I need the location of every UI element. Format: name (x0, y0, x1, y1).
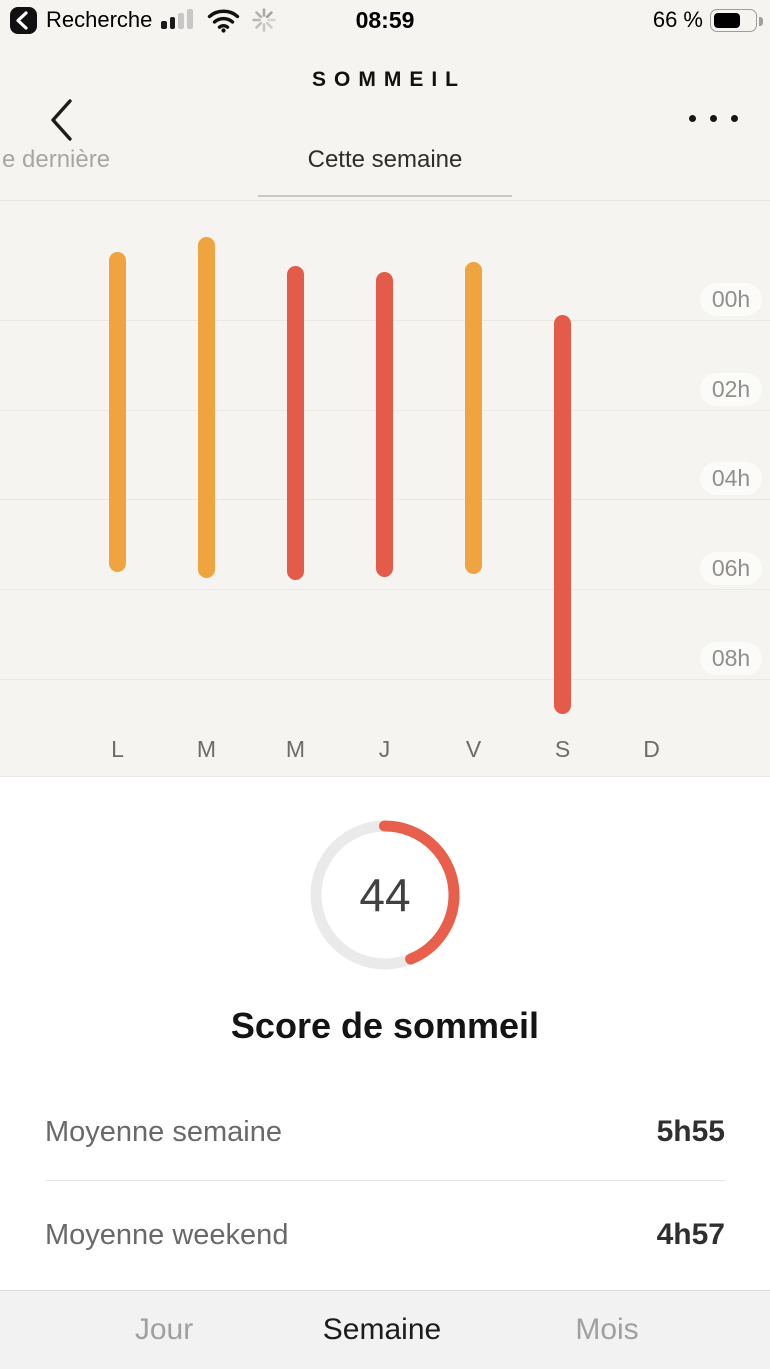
stat-row-weekend-average: Moyenne weekend 4h57 (45, 1207, 725, 1263)
tab-last-week-partial[interactable]: e dernière (2, 146, 111, 173)
sleep-bar-j-3[interactable] (376, 272, 393, 577)
back-to-app-chevron-icon (16, 11, 28, 30)
y-axis-tick-label: 00h (700, 283, 762, 316)
x-axis-day-label: M (196, 736, 217, 762)
wifi-icon (207, 9, 240, 33)
sleep-score-gauge: 44 (305, 815, 465, 975)
signal-bar (187, 9, 193, 29)
more-options-button[interactable] (678, 92, 748, 144)
y-axis-tick-label: 04h (700, 462, 762, 495)
x-axis-day-label: L (111, 736, 124, 762)
chart-gridline (0, 679, 770, 680)
signal-bar (161, 21, 167, 29)
chart-gridline (0, 589, 770, 590)
y-axis-tick-label: 08h (700, 642, 762, 675)
x-axis-day-label: S (554, 736, 571, 762)
y-axis-tick-label: 02h (700, 373, 762, 406)
sleep-score-value: 44 (359, 869, 411, 921)
sleep-week-chart: 00h 02h 04h 06h 08h L M M J V S D (0, 237, 770, 762)
back-to-app-badge[interactable] (10, 7, 37, 34)
network-activity-spinner-icon (252, 8, 276, 32)
x-axis-day-label: M (285, 736, 306, 762)
battery-fill (713, 12, 740, 28)
bottom-tab-semaine[interactable]: Semaine (322, 1313, 442, 1346)
header: SOMMEIL (0, 40, 770, 141)
bottom-tab-mois[interactable]: Mois (575, 1313, 639, 1346)
stats-divider (45, 1180, 725, 1181)
sleep-bar-l-0[interactable] (109, 252, 126, 572)
stat-label: Moyenne semaine (45, 1116, 282, 1148)
chart-bottom-divider (0, 776, 770, 777)
stat-label: Moyenne weekend (45, 1219, 289, 1251)
battery-percent-label: 66 % (652, 7, 703, 32)
sleep-bar-s-5[interactable] (554, 315, 571, 714)
back-button[interactable] (38, 92, 82, 148)
bottom-tab-bar: Jour Semaine Mois (0, 1290, 770, 1369)
x-axis-day-label: V (465, 736, 482, 762)
cellular-signal-icon (161, 9, 195, 29)
x-axis-day-label: D (643, 736, 660, 762)
ellipsis-dot (709, 114, 717, 122)
stat-row-week-average: Moyenne semaine 5h55 (45, 1104, 725, 1160)
carrier-label: Recherche (46, 7, 153, 32)
battery-icon (710, 9, 763, 32)
x-axis-day-label: J (378, 736, 391, 762)
battery-nub (759, 17, 763, 26)
stat-value: 4h57 (656, 1218, 725, 1251)
stat-value: 5h55 (656, 1115, 725, 1148)
bottom-tab-jour[interactable]: Jour (134, 1313, 194, 1346)
chevron-left-icon (51, 99, 72, 141)
sleep-bar-m-1[interactable] (198, 237, 215, 578)
score-ring-icon (310, 820, 460, 970)
period-tabs: e dernière Cette semaine (0, 120, 770, 205)
sleep-bar-m-2[interactable] (287, 266, 304, 580)
sleep-score-heading: Score de sommeil (230, 1005, 540, 1046)
tab-this-week[interactable]: Cette semaine (307, 146, 463, 173)
tabs-divider (0, 200, 770, 201)
ellipsis-dot (688, 114, 696, 122)
y-axis-tick-label: 06h (700, 552, 762, 585)
signal-bar (178, 13, 184, 29)
sleep-bar-v-4[interactable] (465, 262, 482, 574)
page-title: SOMMEIL (312, 68, 466, 91)
signal-bar (169, 17, 176, 29)
ellipsis-dot (730, 114, 738, 122)
tab-underline (258, 195, 512, 197)
